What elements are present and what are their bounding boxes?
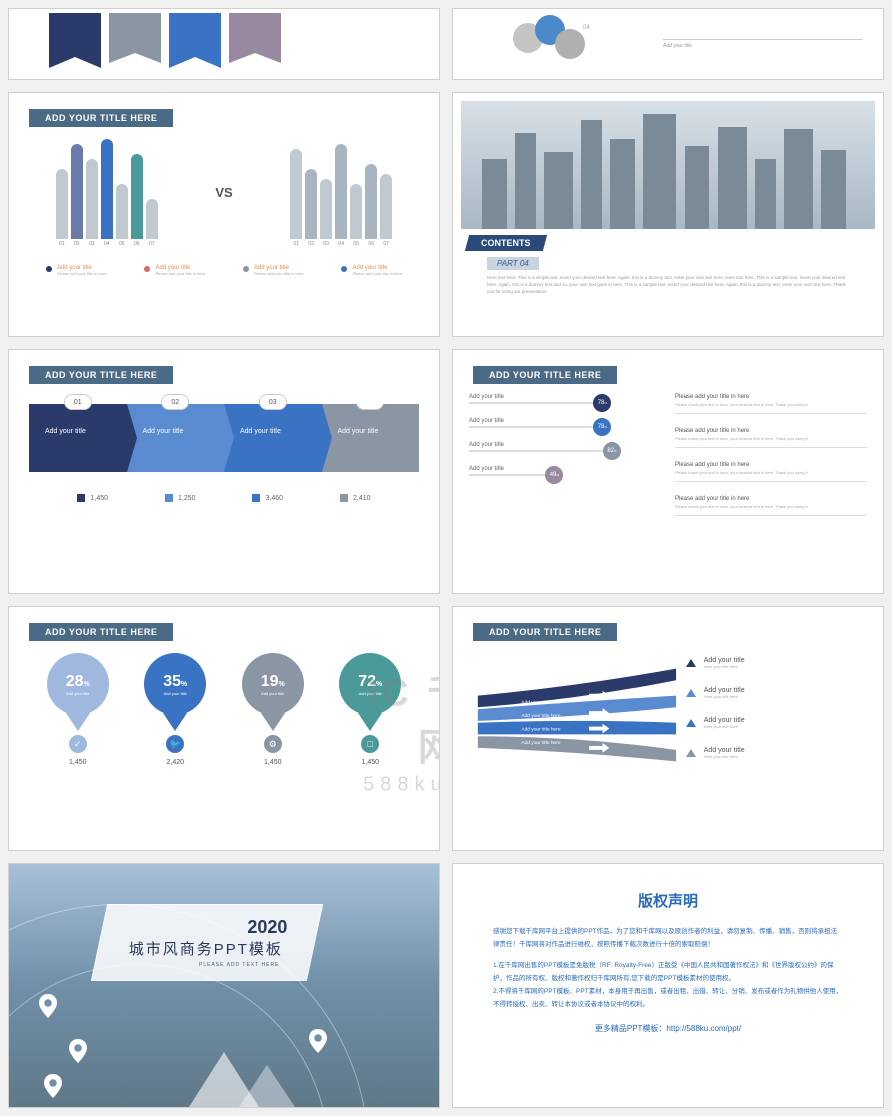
progress-bar: Add your title49%	[469, 466, 661, 476]
stat-drop: 28% Add your title ✓ 1,450	[47, 653, 109, 766]
legend-item: 2,410	[340, 494, 371, 502]
drop-icon: □	[361, 735, 379, 753]
legend-item: 1,450	[77, 494, 108, 502]
slide-9-cover: 2020 城市风商务PPT模板 PLEASE ADD TEXT HERE	[8, 863, 440, 1108]
stat-drop: 72% Add your title □ 1,450	[339, 653, 401, 766]
slide-grid: 04 Add your title ADD YOUR TITLE HERE 01…	[8, 8, 884, 1108]
bar	[101, 139, 113, 239]
vs-text: VS	[215, 185, 232, 200]
stat-drop: 19% Add your title ⚙ 1,450	[242, 653, 304, 766]
slide-2-venn: 04 Add your title	[452, 8, 884, 80]
contents-label: CONTENTS	[465, 235, 547, 251]
cover-title-card: 2020 城市风商务PPT模板 PLEASE ADD TEXT HERE	[91, 904, 324, 981]
slide-10-copyright: 版权声明 感谢您下载千库网平台上提供的PPT作品，为了您和千库网以及原创作者的利…	[452, 863, 884, 1108]
bar	[86, 159, 98, 239]
funnel-item: Add your titleHere your title here	[686, 657, 863, 669]
step-chevron: 04Add your title	[322, 404, 420, 472]
text-item: Please add your title in herePlease inse…	[675, 496, 867, 516]
copyright-body: 感谢您下载千库网平台上提供的PPT作品，为了您和千库网以及原创作者的利益，请勿复…	[493, 925, 843, 1011]
svg-text:Add your title here: Add your title here	[521, 726, 560, 732]
svg-text:Add your title here: Add your title here	[521, 699, 560, 705]
bar	[380, 174, 392, 239]
svg-text:Add your title here: Add your title here	[521, 740, 560, 746]
caption: Add your title	[663, 39, 863, 49]
slide-title: ADD YOUR TITLE HERE	[473, 623, 617, 641]
bar	[146, 199, 158, 239]
pin-icon	[44, 1074, 62, 1098]
drop-icon: ⚙	[264, 735, 282, 753]
bar	[56, 169, 68, 239]
bar	[350, 184, 362, 239]
drop-icon: ✓	[69, 735, 87, 753]
funnel-item: Add your titleHere your title here	[686, 747, 863, 759]
text-item: Please add your title in herePlease inse…	[675, 462, 867, 482]
bar	[320, 179, 332, 239]
bar	[131, 154, 143, 239]
bar	[305, 169, 317, 239]
drop-icon: 🐦	[166, 735, 184, 753]
slide-7-drops: ADD YOUR TITLE HERE 28% Add your title ✓…	[8, 606, 440, 851]
slide-title: ADD YOUR TITLE HERE	[473, 366, 617, 384]
slide-6-hbars: ADD YOUR TITLE HERE Add your title78% Add…	[452, 349, 884, 594]
bar	[335, 144, 347, 239]
progress-bar: Add your title78%	[469, 394, 661, 404]
slide-title: ADD YOUR TITLE HERE	[29, 109, 173, 127]
banner-shape	[169, 13, 221, 68]
slide-title: ADD YOUR TITLE HERE	[29, 623, 173, 641]
banner-shape	[229, 13, 281, 63]
banner-shape	[49, 13, 101, 68]
legend-item: Add your titlePlease add your title in h…	[243, 265, 304, 276]
step-chevron: 03Add your title	[224, 404, 322, 472]
part-label: PART 04	[487, 257, 539, 270]
legend-item: Add your titlePlease add your title in h…	[46, 265, 107, 276]
body-text: Here text here. This is a simple text, i…	[487, 275, 849, 295]
bar	[116, 184, 128, 239]
pin-icon	[69, 1039, 87, 1063]
progress-bar: Add your title78%	[469, 418, 661, 428]
bar	[71, 144, 83, 239]
slide-1-banners	[8, 8, 440, 80]
svg-text:Add your title here: Add your title here	[521, 713, 560, 719]
slide-5-chevrons: ADD YOUR TITLE HERE 01Add your title02Ad…	[8, 349, 440, 594]
pin-icon	[39, 994, 57, 1018]
pin-icon	[309, 1029, 327, 1053]
banner-shape	[109, 13, 161, 63]
text-item: Please add your title in herePlease inse…	[675, 428, 867, 448]
slide-title: ADD YOUR TITLE HERE	[29, 366, 173, 384]
text-item: Please add your title in herePlease inse…	[675, 394, 867, 414]
progress-bar: Add your title82%	[469, 442, 661, 452]
legend-item: Add your titlePlease add your title in h…	[144, 265, 205, 276]
legend-item: 1,250	[165, 494, 196, 502]
step-chevron: 01Add your title	[29, 404, 127, 472]
stat-drop: 35% Add your title 🐦 2,420	[144, 653, 206, 766]
legend-item: Add your titlePlease add your title in h…	[341, 265, 402, 276]
slide-8-funnel: ADD YOUR TITLE HERE Add your title here …	[452, 606, 884, 851]
city-photo	[461, 101, 875, 229]
slide-3-bars-vs: ADD YOUR TITLE HERE 01020304050607 VS 01…	[8, 92, 440, 337]
funnel-item: Add your titleHere your title here	[686, 717, 863, 729]
funnel-item: Add your titleHere your title here	[686, 687, 863, 699]
copyright-title: 版权声明	[453, 890, 883, 911]
copyright-link: 更多精品PPT模板：http://588ku.com/ppt/	[453, 1023, 883, 1034]
slide-4-contents: CONTENTS PART 04 Here text here. This is…	[452, 92, 884, 337]
bar	[365, 164, 377, 239]
bar	[290, 149, 302, 239]
funnel-chart: Add your title here Add your title here …	[473, 657, 686, 792]
step-chevron: 02Add your title	[127, 404, 225, 472]
legend-item: 3,460	[252, 494, 283, 502]
